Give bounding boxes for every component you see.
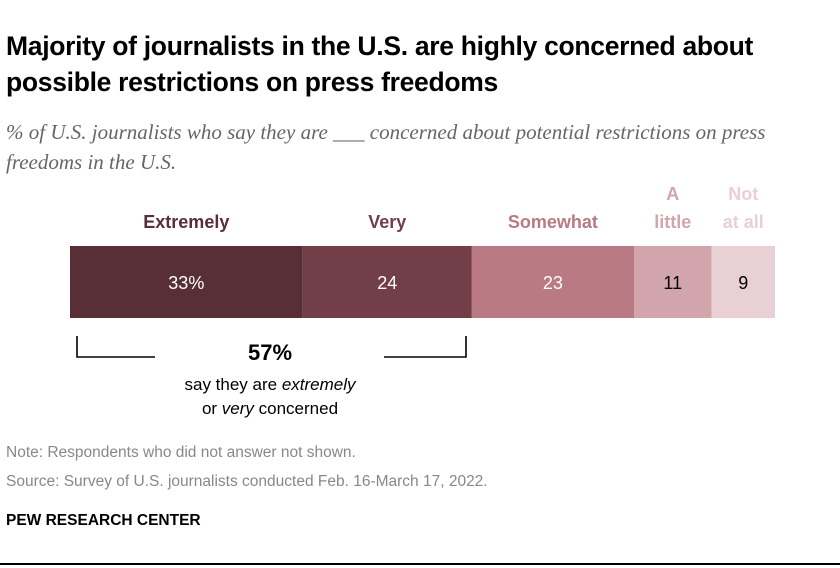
category-label-extremely: Extremely xyxy=(143,212,229,232)
category-label-very: Very xyxy=(368,212,406,232)
bar-somewhat xyxy=(471,246,634,318)
bottom-rule xyxy=(0,563,840,565)
data-label-not-at-all: 9 xyxy=(738,273,748,293)
note: Note: Respondents who did not answer not… xyxy=(6,444,356,461)
bar-a-little xyxy=(634,246,712,318)
chart-title: Majority of journalists in the U.S. are … xyxy=(6,31,754,97)
brand-logo-text: PEW RESEARCH CENTER xyxy=(6,512,201,529)
data-label-very: 24 xyxy=(377,273,397,293)
source: Source: Survey of U.S. journalists condu… xyxy=(6,473,488,490)
data-label-extremely: 33% xyxy=(168,273,204,293)
annotation-line1: say they are extremely xyxy=(184,375,357,394)
category-label-somewhat: Somewhat xyxy=(508,212,598,232)
bracket-left xyxy=(76,336,155,358)
annotation-line2: or very concerned xyxy=(202,399,338,418)
category-label-not-at-all-line1: Not xyxy=(728,184,758,204)
bar-extremely xyxy=(70,246,303,318)
bar-not-at-all xyxy=(711,246,775,318)
bar-very xyxy=(302,246,472,318)
category-label-a-little-line2: little xyxy=(654,212,691,232)
category-label-a-little-line1: A xyxy=(666,184,679,204)
category-label-not-at-all-line2: at all xyxy=(723,212,764,232)
annotation-value: 57% xyxy=(248,340,292,365)
data-label-a-little: 11 xyxy=(663,273,682,293)
data-label-somewhat: 23 xyxy=(543,273,563,293)
chart-subtitle: % of U.S. journalists who say they are _… xyxy=(6,120,766,174)
bracket-right xyxy=(384,336,467,358)
